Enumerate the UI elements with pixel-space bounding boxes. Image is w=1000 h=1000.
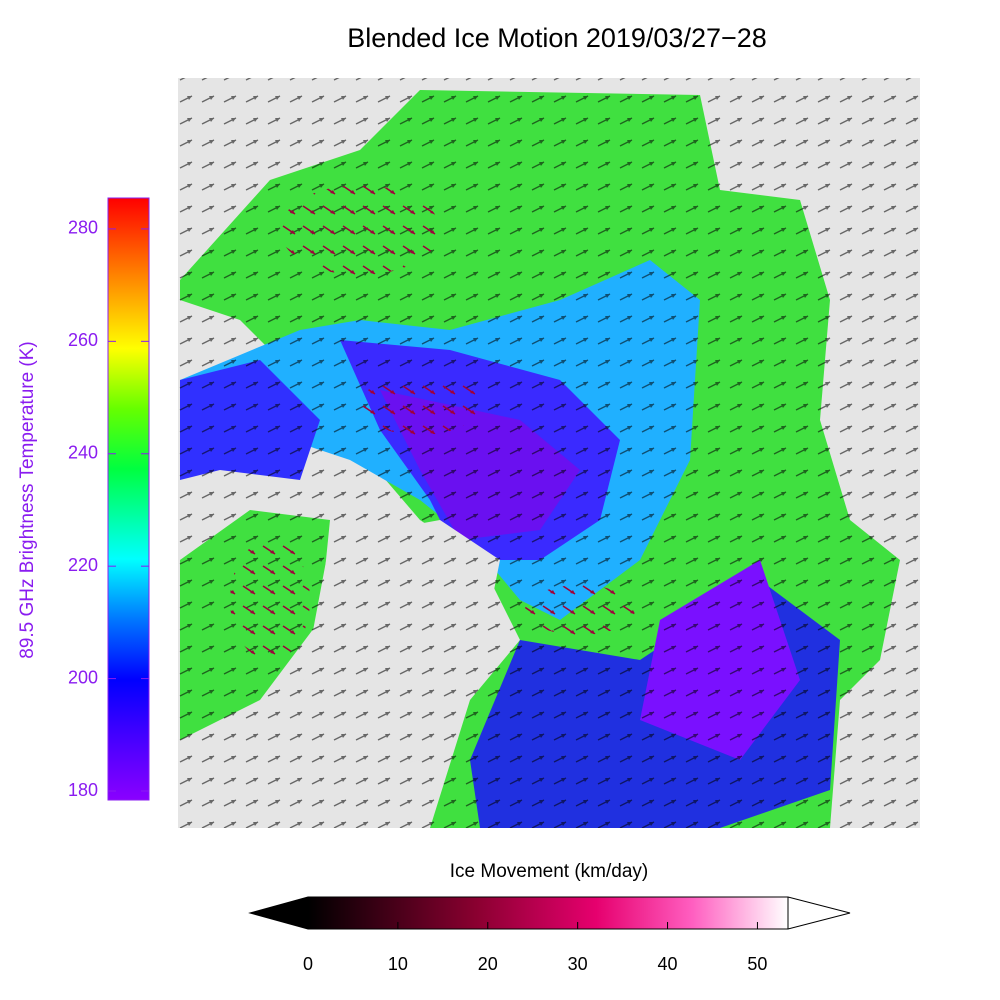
tick-label: 280 bbox=[68, 218, 98, 238]
ice-map bbox=[178, 78, 920, 828]
tick-label: 0 bbox=[303, 954, 313, 974]
temperature-ticks: 180 200 220 240 260 280 bbox=[68, 218, 149, 800]
movement-colorbar bbox=[308, 897, 788, 929]
motion-arrows bbox=[178, 78, 920, 828]
tick-label: 50 bbox=[747, 954, 767, 974]
fast-motion-arrows bbox=[525, 585, 635, 635]
title: Blended Ice Motion 2019/03/27−28 bbox=[347, 23, 767, 53]
tick-label: 40 bbox=[658, 954, 678, 974]
colorbar-min-extend bbox=[250, 897, 308, 929]
tick-label: 10 bbox=[388, 954, 408, 974]
temperature-colorbar-label: 89.5 GHz Brightness Temperature (K) bbox=[17, 341, 38, 659]
fast-motion-arrows bbox=[280, 185, 440, 275]
tick-label: 220 bbox=[68, 555, 98, 575]
tick-label: 30 bbox=[568, 954, 588, 974]
tick-label: 20 bbox=[478, 954, 498, 974]
temperature-colorbar bbox=[107, 197, 150, 801]
movement-ticks: 0 10 20 30 40 50 bbox=[303, 922, 767, 974]
fast-motion-arrows bbox=[360, 375, 480, 435]
fast-motion-arrows bbox=[230, 540, 310, 660]
tick-label: 260 bbox=[68, 330, 98, 350]
tick-label: 180 bbox=[68, 780, 98, 800]
movement-colorbar-label: Ice Movement (km/day) bbox=[450, 861, 649, 882]
tick-label: 240 bbox=[68, 443, 98, 463]
tick-label: 200 bbox=[68, 667, 98, 687]
